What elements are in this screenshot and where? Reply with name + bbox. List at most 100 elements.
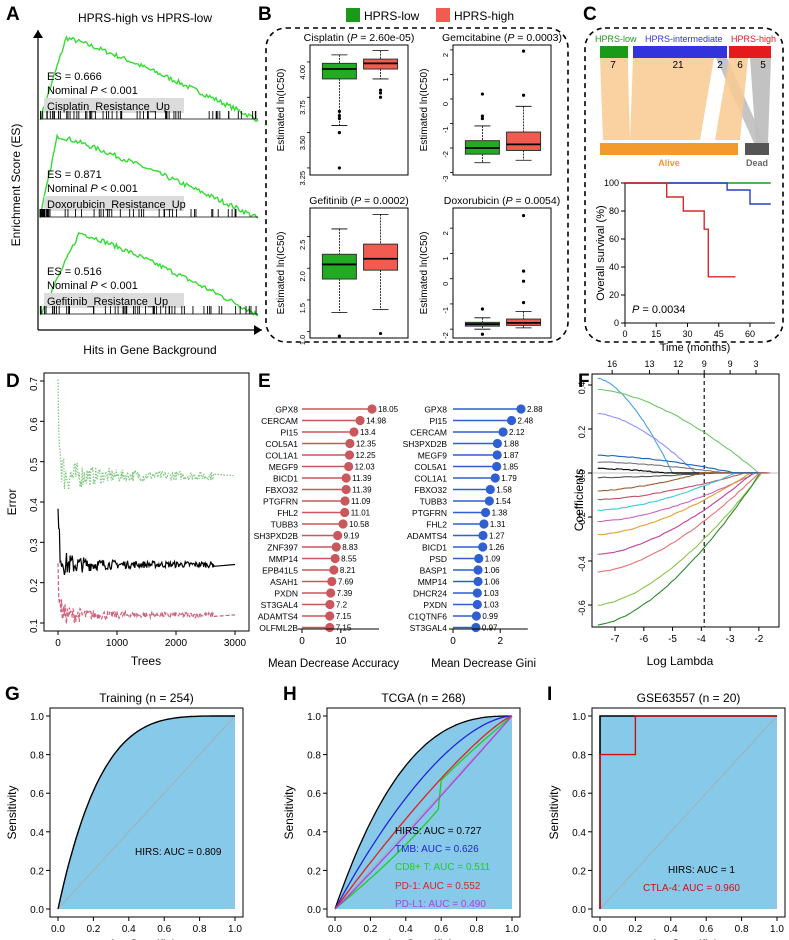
group-name: HPRS-low <box>595 34 637 44</box>
p-letter: P <box>506 195 513 207</box>
gene-label: PTGFRN <box>412 508 447 518</box>
gene-label: COL1A1 <box>414 474 447 484</box>
gene-label: MMP14 <box>269 554 299 564</box>
y-tick-label: 0.2 <box>572 866 586 877</box>
lollipop-dot <box>473 565 483 575</box>
x-tick-label: 0.8 <box>470 924 484 935</box>
diagonal-reference <box>599 715 778 910</box>
lollipop-value: 1.79 <box>501 474 517 483</box>
lasso-plot-frame <box>591 373 780 628</box>
lollipop-value: 7.39 <box>337 589 353 598</box>
gene-label: BICD1 <box>273 474 298 484</box>
lollipop-dot <box>506 415 517 426</box>
diagonal-reference <box>334 715 513 910</box>
x-tick-label: 10 <box>335 636 347 647</box>
y-tick-label: -1 <box>441 307 450 314</box>
lollipop-dot <box>341 484 351 495</box>
roc-xlabel: 1 − Specificity <box>109 937 183 940</box>
km-y-tick-label: 20 <box>609 290 619 300</box>
lollipop-value: 12.25 <box>356 451 377 460</box>
lollipop-dot <box>330 553 340 564</box>
gsea-ylabel: Enrichment Score (ES) <box>9 124 23 247</box>
gene-label: MEGF9 <box>269 462 299 472</box>
legend-swatch <box>346 8 360 22</box>
roc-curve <box>334 715 512 910</box>
km-x-tick-label: 45 <box>714 329 724 339</box>
gene-label: EPB41L5 <box>262 566 298 576</box>
gene-label: FBXO32 <box>265 485 298 495</box>
lollipop-dot <box>326 588 336 598</box>
top-tick-label: 13 <box>645 359 655 369</box>
roc-title: TCGA (n = 268) <box>381 691 465 705</box>
coefficient-path <box>597 472 771 573</box>
km-x-tick-label: 15 <box>651 329 661 339</box>
roc-curve <box>334 715 513 910</box>
km-p-italic: P <box>632 304 640 316</box>
x-tick-label: 0.2 <box>86 924 100 935</box>
y-tick-label: 0.6 <box>29 417 40 431</box>
dead-bar <box>745 143 769 155</box>
gene-label: PI15 <box>430 416 448 426</box>
gene-set-box <box>44 196 184 211</box>
coefficient-path <box>597 472 771 626</box>
x-tick-label: 0.2 <box>363 924 377 935</box>
roc-curve <box>599 715 777 909</box>
lollipop-dot <box>340 496 350 506</box>
outlier-point <box>521 213 526 218</box>
gene-label: C1QTNF6 <box>408 612 447 622</box>
p-open: ( <box>344 32 351 44</box>
lollipop-dot <box>492 450 502 460</box>
box-title: Doxorubicin (P = 0.0054) <box>444 195 560 207</box>
box-plot-frame <box>309 207 409 339</box>
legend-swatch <box>436 8 450 22</box>
box-plot-frame <box>452 44 552 176</box>
p-open: ( <box>348 195 355 207</box>
p-letter: P <box>354 195 361 207</box>
y-tick-label: 0.2 <box>29 578 40 592</box>
y-tick-label: 0.4 <box>307 828 321 839</box>
gene-label: CERCAM <box>410 428 447 438</box>
auc-label: HIRS: AUC = 0.809 <box>135 847 222 858</box>
outlier-point <box>480 307 484 311</box>
y-tick-label: 1 <box>441 77 450 81</box>
lollipop-value: 1.06 <box>484 578 500 587</box>
flow-int-alive <box>630 58 714 140</box>
rf-xlabel: Trees <box>131 654 161 668</box>
lollipop-dot <box>344 461 354 472</box>
x-tick-label: 1000 <box>106 638 129 649</box>
y-tick-label: 0.8 <box>307 751 321 762</box>
gsea-title: HPRS-high vs HPRS-low <box>78 11 212 25</box>
coefficient-path <box>597 461 771 474</box>
km-y-tick-label: 80 <box>609 206 619 216</box>
lollipop-value: 1.09 <box>485 555 501 564</box>
y-tick-label: 0.4 <box>29 498 40 512</box>
coefficient-path <box>597 472 771 555</box>
roc-xlabel: 1 − Specificity <box>651 937 725 940</box>
box-ylabel: Estimated ln(IC50) <box>419 69 430 152</box>
y-tick-label: 3.75 <box>298 100 307 115</box>
outlier-point <box>337 109 341 114</box>
lollipop-dot <box>331 542 341 552</box>
x-tick-label: 0.4 <box>664 924 678 935</box>
group-count: 7 <box>610 60 616 71</box>
nominal-p-suffix: < 0.001 <box>98 183 138 195</box>
top-tick-label: 9 <box>702 359 707 369</box>
lollipop-value: 8.21 <box>340 566 356 575</box>
gene-label: DHCR24 <box>413 589 447 599</box>
box-title: Gefitinib (P = 0.0002) <box>309 195 409 207</box>
roc-title: Training (n = 254) <box>99 691 194 705</box>
gene-label: SH3PXD2B <box>403 439 448 449</box>
outlier-point <box>378 95 383 99</box>
outlier-point <box>521 269 526 273</box>
roc-title: GSE63557 (n = 20) <box>637 691 741 705</box>
lollipop-value: 12.03 <box>355 463 376 472</box>
roc-curve <box>334 715 513 910</box>
lollipop-value: 1.85 <box>503 463 519 472</box>
top-tick-label: 12 <box>673 359 683 369</box>
y-tick-label: 0.0 <box>572 905 586 916</box>
y-tick-label: -0.2 <box>577 512 587 528</box>
lollipop-value: 13.4 <box>360 428 376 437</box>
lollipop-dot <box>498 427 508 437</box>
lollipop-dot <box>478 542 488 552</box>
legend-label: HPRS-low <box>364 9 420 23</box>
